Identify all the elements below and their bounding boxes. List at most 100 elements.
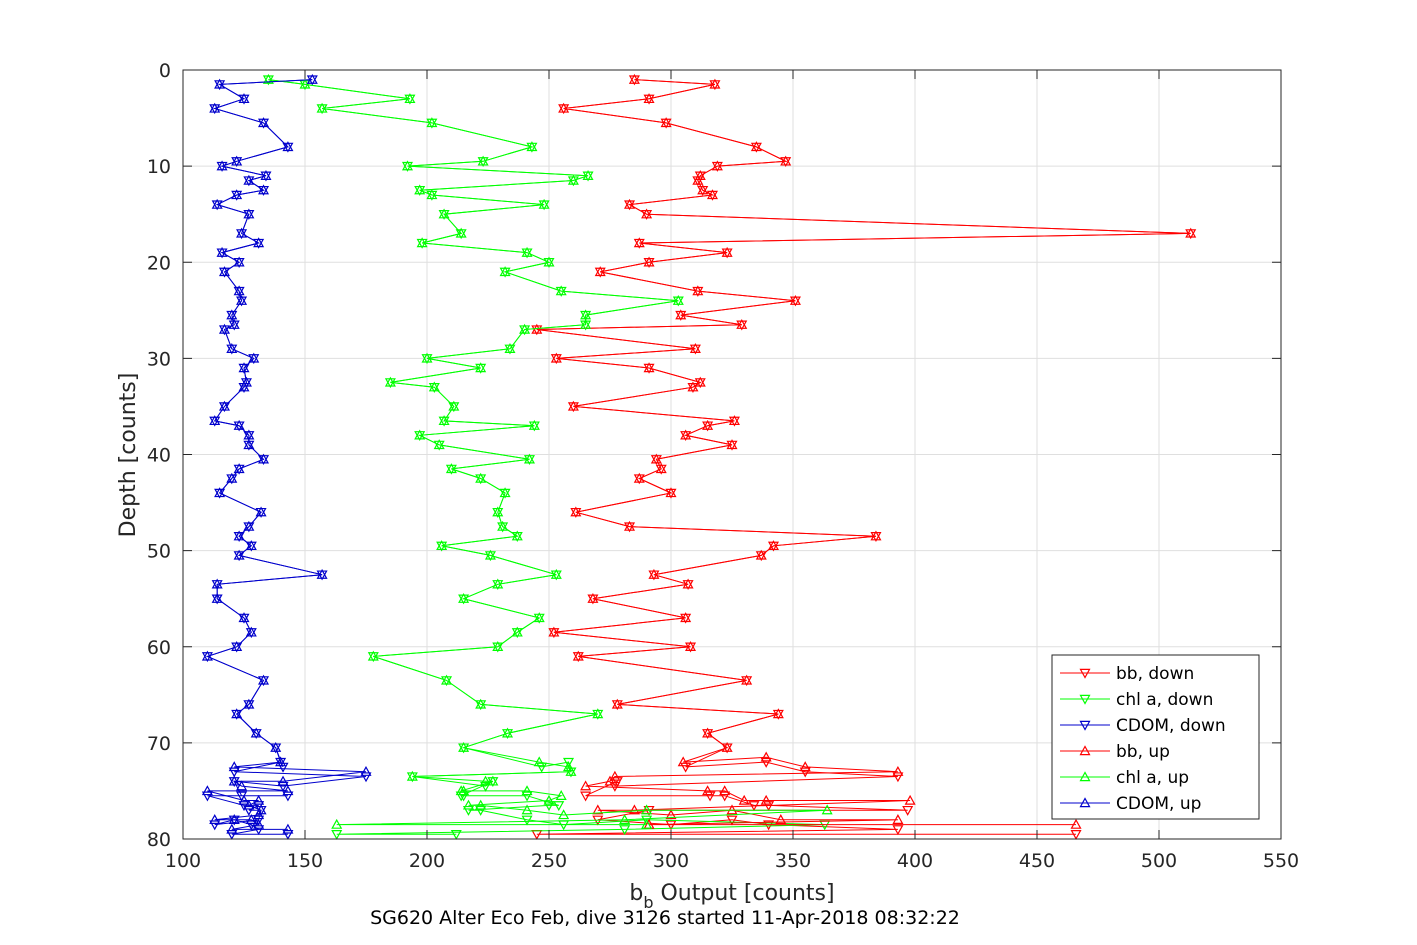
data-point xyxy=(480,775,492,786)
data-point xyxy=(238,381,250,392)
data-point xyxy=(236,780,248,791)
data-point xyxy=(226,472,238,483)
data-point xyxy=(533,756,545,767)
x-tick-label: 200 xyxy=(409,850,445,872)
data-point xyxy=(243,439,255,450)
data-point xyxy=(780,155,792,166)
x-tick-label: 250 xyxy=(531,850,567,872)
data-point xyxy=(201,791,213,802)
data-point xyxy=(580,791,592,802)
data-point xyxy=(709,78,721,89)
data-point xyxy=(275,756,287,767)
data-point xyxy=(238,362,250,373)
data-point xyxy=(253,815,265,826)
data-point xyxy=(1070,829,1082,840)
legend-marker xyxy=(1079,694,1091,705)
data-point xyxy=(721,246,733,257)
data-point xyxy=(594,266,606,277)
x-tick-label: 500 xyxy=(1141,850,1177,872)
data-point xyxy=(331,829,343,840)
y-tick-label: 40 xyxy=(147,445,171,467)
legend-marker xyxy=(1079,720,1091,731)
data-point xyxy=(648,568,660,579)
data-point xyxy=(492,506,504,517)
data-point xyxy=(231,155,243,166)
data-point xyxy=(233,530,245,541)
data-point xyxy=(255,506,267,517)
data-point xyxy=(458,785,470,796)
data-point xyxy=(504,343,516,353)
data-point xyxy=(755,549,767,560)
data-point xyxy=(550,568,562,579)
data-point xyxy=(458,741,470,752)
data-point xyxy=(233,463,245,474)
data-point xyxy=(426,189,438,200)
data-point xyxy=(641,208,653,219)
legend-label: bb, down xyxy=(1116,664,1194,684)
data-point xyxy=(209,820,221,831)
data-point xyxy=(233,549,245,560)
data-point xyxy=(624,520,636,531)
data-point xyxy=(475,799,487,810)
data-point xyxy=(521,246,533,257)
data-point xyxy=(499,266,511,277)
x-tick-label: 350 xyxy=(775,850,811,872)
data-point xyxy=(711,160,723,171)
data-point xyxy=(414,184,426,195)
legend-label: CDOM, up xyxy=(1116,794,1201,814)
data-point xyxy=(726,439,738,450)
data-point xyxy=(685,641,697,651)
data-point xyxy=(694,376,706,387)
data-point xyxy=(706,189,718,200)
data-point xyxy=(484,549,496,560)
data-point xyxy=(218,323,230,334)
data-point xyxy=(643,256,655,267)
data-point xyxy=(650,453,662,464)
data-point xyxy=(580,780,592,791)
data-point xyxy=(519,323,531,334)
data-point xyxy=(789,294,801,305)
data-point xyxy=(655,463,667,474)
data-point xyxy=(680,762,692,773)
data-point xyxy=(567,400,579,411)
y-tick-label: 60 xyxy=(147,637,171,659)
data-point xyxy=(238,794,250,805)
data-point xyxy=(641,804,653,815)
data-point xyxy=(406,770,418,781)
data-point xyxy=(665,487,677,498)
data-point xyxy=(641,818,653,829)
data-point xyxy=(316,102,328,113)
data-point xyxy=(580,309,592,320)
data-point xyxy=(526,141,538,152)
data-point xyxy=(258,184,270,195)
data-point xyxy=(253,818,265,829)
x-tick-label: 400 xyxy=(897,850,933,872)
series-layer xyxy=(201,73,1197,840)
data-point xyxy=(533,612,545,623)
data-point xyxy=(441,674,453,685)
data-point xyxy=(704,791,716,802)
chart-title: SG620 Alter Eco Feb, dive 3126 started 1… xyxy=(370,907,960,929)
data-point xyxy=(609,770,621,781)
data-point xyxy=(760,757,772,768)
data-point xyxy=(633,237,645,248)
data-point xyxy=(775,814,787,824)
legend-marker xyxy=(1079,771,1091,782)
data-point xyxy=(282,141,294,152)
data-point xyxy=(462,805,474,816)
data-point xyxy=(416,237,428,248)
data-point xyxy=(619,825,631,836)
data-point xyxy=(750,141,762,152)
x-tick-label: 150 xyxy=(287,850,323,872)
data-point xyxy=(428,381,440,392)
data-point xyxy=(523,453,535,464)
data-point xyxy=(477,155,489,166)
x-tick-label: 450 xyxy=(1019,850,1055,872)
data-point xyxy=(677,756,689,767)
data-point xyxy=(209,814,221,824)
data-point xyxy=(458,592,470,603)
data-point xyxy=(487,775,499,786)
data-point xyxy=(870,530,882,541)
data-point xyxy=(414,429,426,440)
data-point xyxy=(216,160,228,171)
